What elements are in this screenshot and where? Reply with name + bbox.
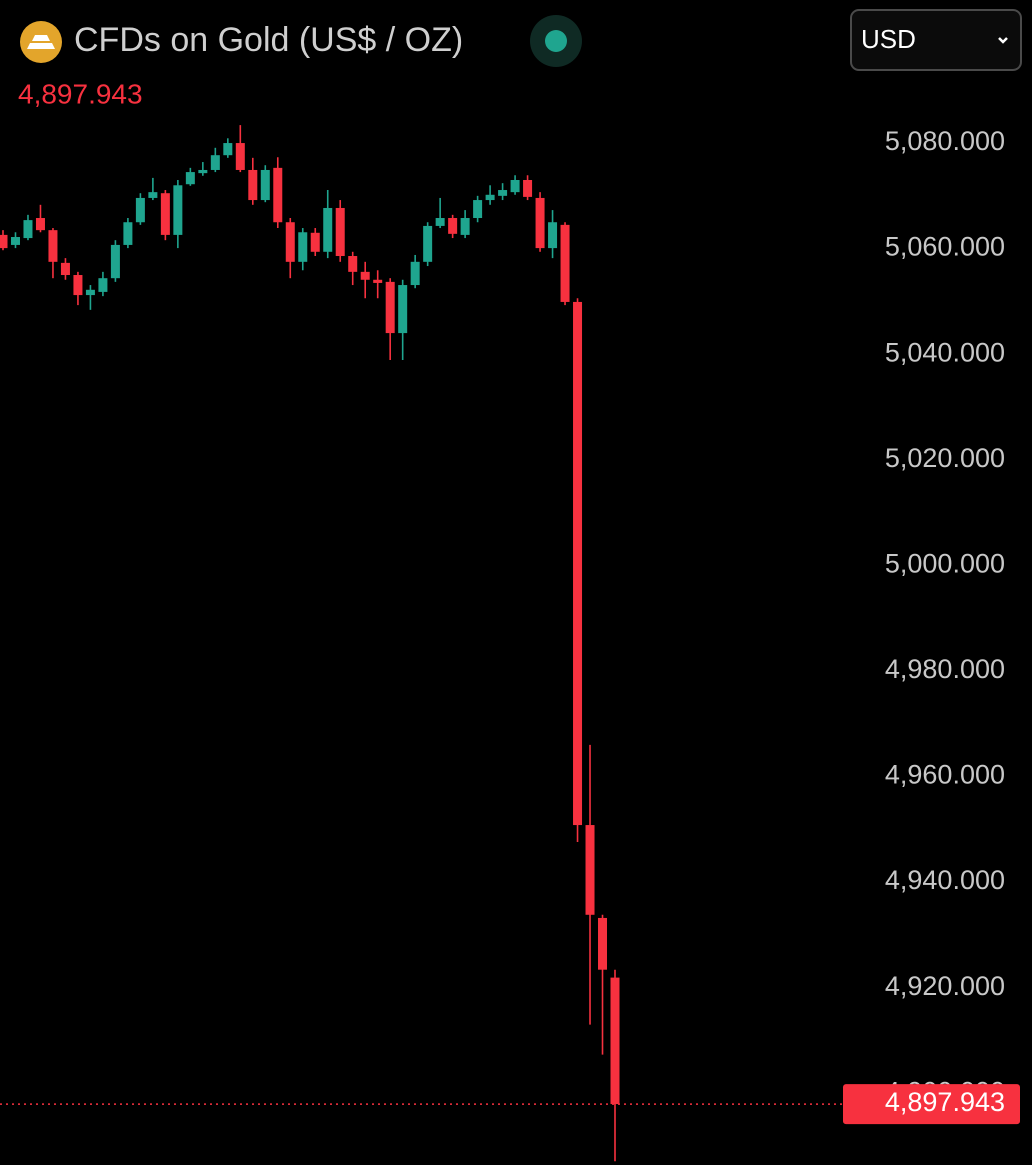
candle-body <box>585 825 595 915</box>
candle-body <box>498 190 508 196</box>
candle-body <box>310 232 320 252</box>
candle-body <box>98 278 108 292</box>
header-price: 4,897.943 <box>18 78 143 109</box>
candle-body <box>323 207 333 252</box>
candle-body <box>423 225 433 262</box>
candle-body <box>410 261 420 286</box>
candle-body <box>535 197 545 249</box>
y-tick-label: 5,080.000 <box>885 126 1005 156</box>
candle-body <box>373 279 383 283</box>
currency-dropdown[interactable]: USD <box>850 9 1022 71</box>
y-tick-label: 4,980.000 <box>885 654 1005 684</box>
candle-body <box>110 244 120 279</box>
candle-body <box>435 218 445 226</box>
candle-body <box>398 285 408 334</box>
candle-body <box>335 207 345 257</box>
candle-body <box>35 218 45 231</box>
y-tick-label: 4,960.000 <box>885 760 1005 790</box>
candle-body <box>348 256 358 272</box>
y-tick-label: 5,000.000 <box>885 548 1005 578</box>
candle-body <box>598 917 608 970</box>
gold-icon <box>20 21 62 63</box>
candle-body <box>48 230 58 262</box>
candle-body <box>460 218 470 235</box>
y-tick-label: 5,040.000 <box>885 337 1005 367</box>
candle-body <box>473 200 483 219</box>
candle-body <box>385 281 395 334</box>
y-tick-label: 5,060.000 <box>885 232 1005 262</box>
chevron[interactable] <box>998 37 1008 44</box>
candle-body <box>160 193 170 235</box>
candle-body <box>548 222 558 249</box>
candle-body <box>485 194 495 201</box>
market-status-dot <box>545 30 567 52</box>
plot-area: 4,900.0004,920.0004,940.0004,960.0004,98… <box>0 125 1005 1162</box>
candle-body <box>560 224 570 302</box>
candle-body <box>248 169 258 201</box>
candle-body <box>198 169 208 174</box>
dropdown-box[interactable] <box>850 9 1022 71</box>
candle-body <box>260 169 270 201</box>
candle-body <box>448 218 458 234</box>
candle-body <box>510 180 520 193</box>
last-price-badge <box>843 1084 1020 1125</box>
candle-body <box>273 167 283 223</box>
candle-body <box>10 237 20 245</box>
candle-body <box>0 234 8 249</box>
candle-body <box>235 143 245 170</box>
chart-title: CFDs on Gold (US$ / OZ) <box>74 21 463 59</box>
candle-body <box>148 192 158 198</box>
y-tick-label: 4,920.000 <box>885 971 1005 1001</box>
header: CFDs on Gold (US$ / OZ) 4,897.943 <box>18 15 582 109</box>
candle-body <box>185 172 195 185</box>
candle-body <box>123 222 133 245</box>
candle-body <box>523 180 533 197</box>
candle-body <box>73 275 83 296</box>
candle-body <box>360 271 370 280</box>
candle-body <box>223 143 233 156</box>
last-price-label: 4,897.943 <box>885 1087 1005 1117</box>
candle-body <box>173 185 183 235</box>
candle-body <box>285 222 295 262</box>
candle-body <box>573 301 583 826</box>
candle-body <box>60 262 70 276</box>
gold-bars <box>27 35 55 49</box>
candle-body <box>23 220 33 239</box>
price-overlay: 4,897.943 <box>0 1084 1020 1125</box>
currency-label[interactable]: USD <box>861 24 916 54</box>
candle-body <box>610 977 620 1105</box>
candle-body <box>210 155 220 170</box>
candle-body <box>298 232 308 262</box>
y-tick-label: 5,020.000 <box>885 443 1005 473</box>
y-tick-label: 4,940.000 <box>885 865 1005 895</box>
candle-body <box>135 197 145 223</box>
candle-body <box>85 289 95 296</box>
